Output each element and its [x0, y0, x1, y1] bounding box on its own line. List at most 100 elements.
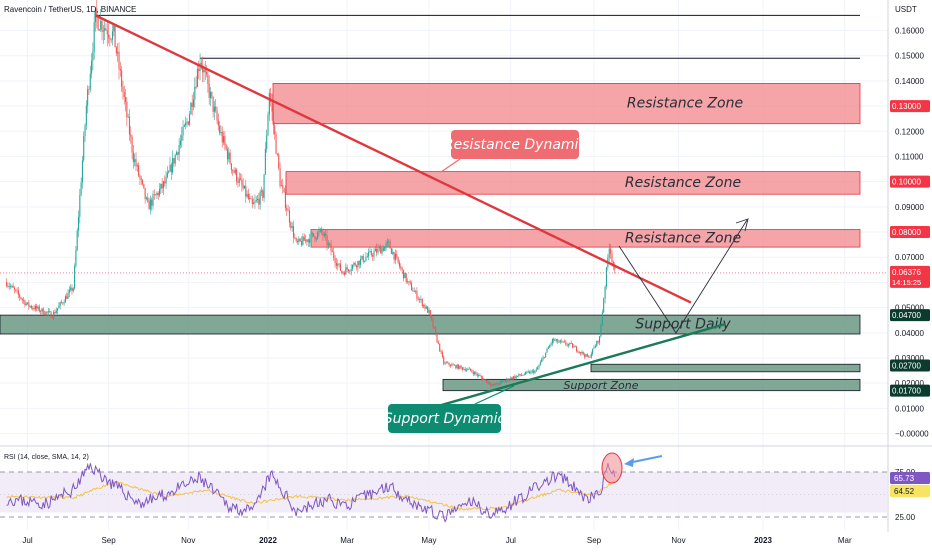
candle-body — [480, 375, 482, 378]
candle-body — [71, 287, 73, 291]
candle-body — [519, 374, 521, 376]
candle-body — [153, 194, 155, 196]
candle-body — [360, 258, 362, 265]
candle-body — [585, 354, 587, 357]
candle-body — [268, 93, 270, 115]
candle-body — [149, 199, 151, 210]
candle-body — [300, 241, 303, 245]
candle-body — [240, 178, 242, 180]
candle-body — [504, 380, 507, 382]
candle-body — [220, 131, 222, 134]
time-axis[interactable]: Jul Sep Nov 2022 Mar May Jul Sep Nov 2023 Mar — [22, 536, 852, 545]
candle-body — [46, 311, 48, 313]
candle-body — [372, 255, 374, 257]
candle-body — [49, 311, 51, 313]
support-zone — [590, 363, 861, 373]
price-tag-label: 0.08000 — [892, 228, 921, 237]
candle-body — [101, 20, 103, 32]
candle-body — [151, 199, 153, 206]
candle-body — [468, 368, 470, 370]
candle-body — [9, 286, 12, 288]
candle-body — [162, 181, 164, 189]
candle-body — [319, 229, 321, 232]
time-tick-label: Jul — [506, 536, 516, 545]
time-tick-label: May — [421, 536, 436, 545]
candle-body — [93, 22, 95, 52]
candle-body — [158, 189, 161, 196]
candle-body — [343, 272, 346, 275]
price-tag — [890, 100, 930, 113]
price-tick-label: 0.12000 — [895, 127, 924, 136]
candle-body — [253, 203, 255, 205]
candle-body — [260, 190, 263, 192]
candle-body — [380, 247, 382, 254]
candle-body — [30, 306, 33, 309]
resistance-zone — [310, 229, 861, 248]
candle-body — [259, 191, 261, 205]
candle-body — [588, 356, 590, 358]
candle-body — [557, 339, 559, 343]
candle-body — [364, 260, 366, 262]
time-tick-label: Sep — [101, 536, 116, 545]
candle-body — [424, 304, 426, 309]
candle-body — [431, 315, 433, 320]
candle-body — [338, 263, 340, 265]
candle-body — [195, 86, 197, 88]
candle-body — [125, 97, 127, 102]
candle-body — [250, 198, 252, 200]
candle-body — [474, 372, 476, 375]
candle-body — [412, 290, 414, 292]
candle-body — [177, 152, 179, 155]
candle-body — [353, 263, 355, 266]
candle-body — [238, 178, 240, 183]
candle-body — [400, 266, 402, 269]
candle-body — [105, 28, 107, 31]
candle-body — [303, 236, 305, 241]
candle-body — [83, 135, 85, 161]
candle-body — [448, 362, 450, 365]
candle-body — [534, 370, 536, 373]
candle-body — [189, 114, 191, 125]
candle-body — [466, 369, 468, 371]
candle-body — [470, 368, 472, 371]
candle-body — [321, 229, 323, 232]
candle-body — [482, 377, 484, 380]
candle-body — [245, 185, 247, 197]
time-tick-label: Mar — [838, 536, 852, 545]
candle-body — [196, 69, 198, 88]
candle-body — [213, 106, 215, 112]
candle-body — [19, 294, 21, 298]
candle-body — [486, 379, 488, 383]
candle-body — [443, 356, 445, 364]
rsi-highlight-arrow — [627, 455, 663, 464]
candle-body — [510, 377, 512, 380]
candle-body — [499, 381, 501, 385]
candle-body — [156, 192, 158, 195]
candle-body — [187, 121, 189, 125]
candle-body — [212, 96, 214, 112]
candle-body — [318, 231, 320, 233]
candle-body — [255, 200, 257, 202]
candle-body — [121, 70, 123, 87]
candle-body — [527, 371, 529, 373]
candle-body — [347, 269, 350, 272]
candle-body — [191, 102, 193, 107]
candle-body — [42, 308, 44, 314]
candle-body — [278, 154, 280, 169]
candle-body — [122, 86, 124, 93]
candle-body — [409, 281, 411, 284]
candle-body — [569, 342, 571, 345]
candle-body — [305, 239, 307, 241]
price-tick-label: 0.05000 — [895, 304, 924, 313]
candle-body — [131, 136, 133, 153]
candle-body — [66, 296, 68, 299]
candle-body — [456, 364, 458, 369]
candle-body — [326, 235, 328, 246]
candle-body — [34, 305, 36, 310]
candle-body — [483, 379, 485, 381]
candle-body — [476, 373, 478, 376]
candle-body — [258, 199, 260, 205]
candle-body — [307, 239, 309, 243]
